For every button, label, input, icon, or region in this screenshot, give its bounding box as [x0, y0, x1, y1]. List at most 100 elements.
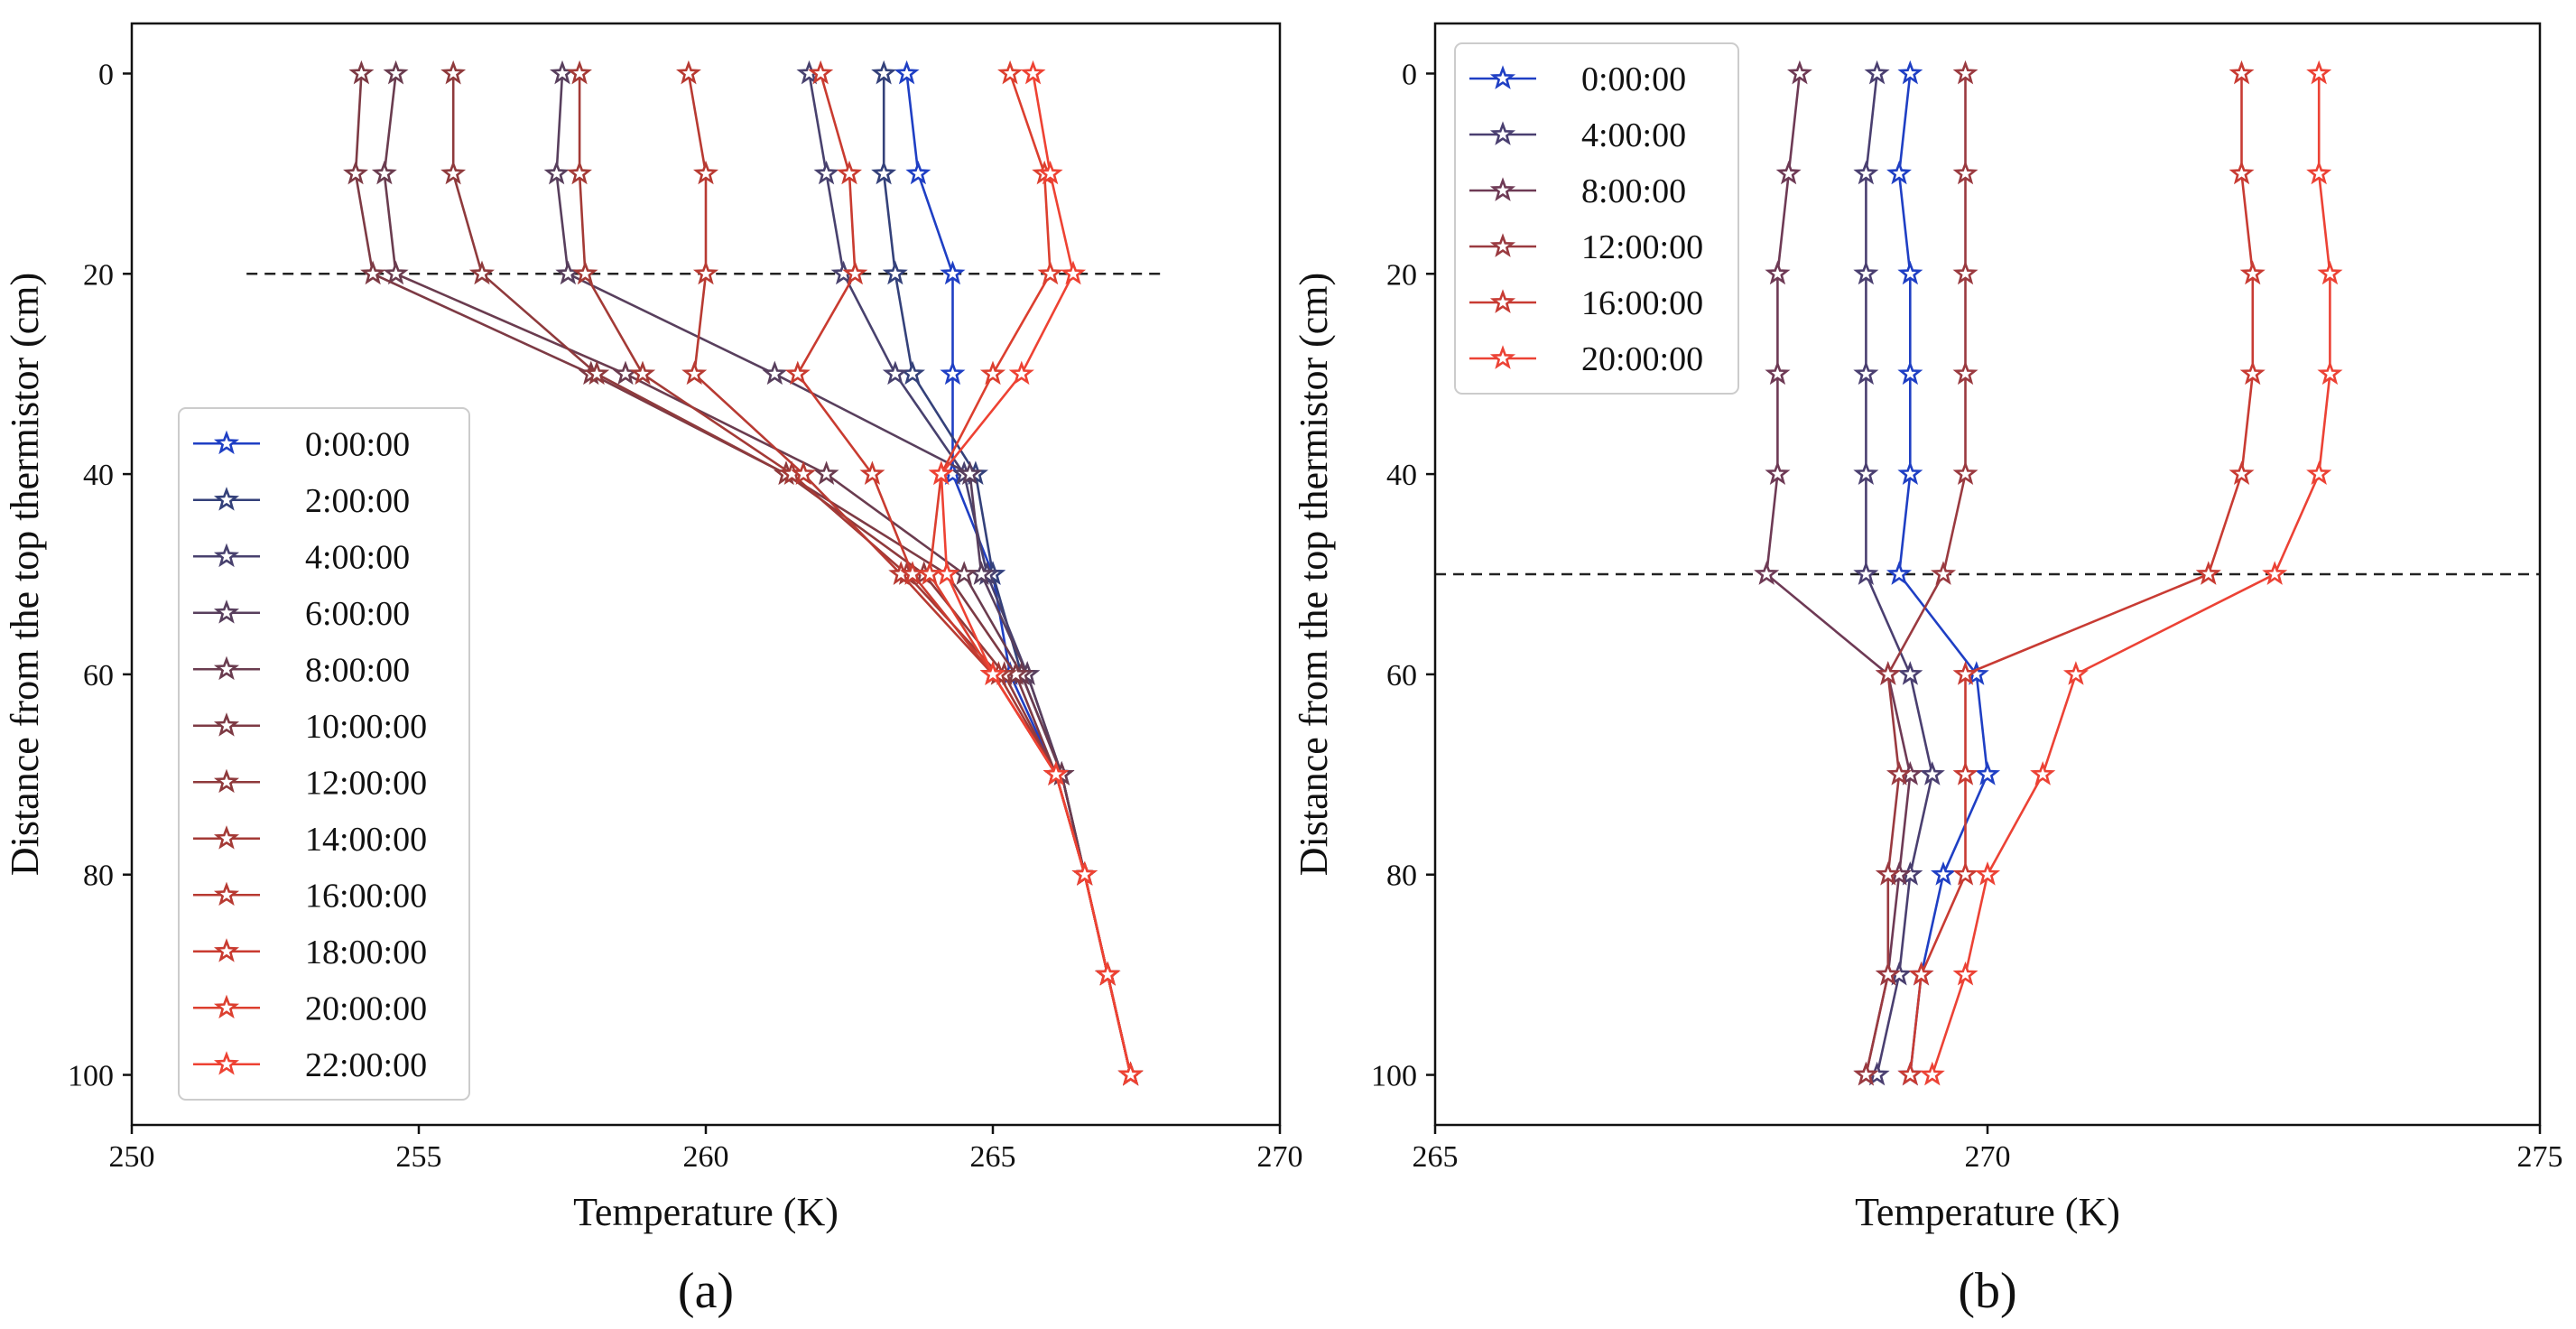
legend-label: 12:00:00	[1581, 228, 1703, 266]
data-point	[2239, 360, 2266, 386]
data-point	[1875, 661, 1901, 685]
legend-label: 10:00:00	[305, 708, 427, 746]
legend-label: 4:00:00	[305, 538, 410, 576]
data-point	[1875, 961, 1901, 986]
data-point	[1008, 360, 1034, 386]
data-point	[1071, 860, 1098, 886]
data-point	[2195, 561, 2221, 585]
data-point	[1919, 761, 1945, 785]
legend-swatch-marker	[1489, 289, 1516, 313]
data-point	[1775, 160, 1802, 185]
legend-label: 8:00:00	[1581, 172, 1686, 210]
data-point	[2229, 460, 2255, 486]
data-point	[1897, 1061, 1923, 1086]
legend-label: 8:00:00	[305, 651, 410, 689]
legend-swatch-marker	[1489, 233, 1516, 257]
x-tick-label: 255	[396, 1140, 442, 1174]
legend-label: 20:00:00	[1581, 340, 1703, 378]
data-point	[360, 260, 386, 285]
data-point	[1897, 460, 1923, 486]
legend-label: 16:00:00	[305, 877, 427, 915]
legend-swatch-marker	[213, 543, 240, 568]
y-tick-label: 0	[1402, 58, 1417, 91]
data-point	[791, 460, 817, 486]
data-point	[1765, 360, 1791, 386]
data-point	[1931, 561, 1957, 585]
data-point	[957, 460, 983, 486]
data-point	[808, 60, 834, 85]
panel-b: 265 270 275 0 20 40 60 80 100 Temperature (K) Dist…	[1292, 22, 2563, 1319]
data-point	[1974, 761, 2001, 785]
data-point	[567, 60, 592, 85]
data-point	[440, 160, 467, 185]
legend-item: 8:00:00	[1469, 172, 1686, 210]
legend-swatch-marker	[213, 994, 240, 1019]
legend-swatch-marker	[1489, 65, 1516, 89]
legend-label: 18:00:00	[305, 934, 427, 971]
y-tick-label: 80	[1386, 860, 1417, 893]
legend-label: 4:00:00	[1581, 116, 1686, 154]
data-point	[2229, 60, 2255, 85]
data-point	[1897, 661, 1923, 685]
y-tick-label: 100	[1371, 1060, 1417, 1093]
data-point	[871, 60, 897, 85]
data-point	[567, 160, 592, 185]
legend-swatch-marker	[213, 768, 240, 794]
y-tick-label: 100	[68, 1060, 114, 1093]
data-point	[371, 160, 397, 185]
data-point	[1952, 961, 1978, 986]
data-point	[2262, 561, 2288, 585]
legend-swatch-marker	[1489, 121, 1516, 145]
data-point	[440, 60, 467, 85]
panel-label: (a)	[678, 1263, 734, 1319]
data-point	[2317, 260, 2343, 285]
data-point	[1952, 761, 1978, 785]
data-point	[1037, 160, 1063, 185]
data-point	[383, 260, 409, 285]
data-point	[584, 360, 610, 386]
data-point	[1886, 160, 1912, 185]
data-point	[1117, 1061, 1144, 1086]
legend-swatch-marker	[213, 938, 240, 962]
legend-swatch-marker	[213, 430, 240, 455]
data-point	[2239, 260, 2266, 285]
data-point	[2306, 160, 2332, 185]
data-point	[997, 60, 1023, 85]
data-point	[692, 160, 719, 185]
x-axis-title: Temperature (K)	[1855, 1190, 2120, 1234]
y-tick-label: 0	[98, 58, 114, 91]
data-point	[630, 360, 656, 386]
legend-label: 20:00:00	[305, 990, 427, 1027]
x-axis-title: Temperature (K)	[573, 1190, 839, 1234]
data-point	[2062, 661, 2089, 685]
y-tick-label: 60	[1386, 659, 1417, 692]
legend: 0:00:00 2:00:00 4:00:00 6:00:00 8:00:00 10:00…	[178, 407, 470, 1101]
legend-swatch-marker	[1489, 345, 1516, 369]
x-tick-label: 260	[683, 1140, 729, 1174]
data-point	[1875, 860, 1901, 886]
x-tick-label: 265	[1413, 1140, 1459, 1174]
legend-label: 2:00:00	[305, 482, 410, 520]
data-point	[813, 460, 839, 486]
legend-item: 6:00:00	[193, 595, 410, 633]
legend-item: 4:00:00	[1469, 116, 1686, 154]
legend-item: 0:00:00	[1469, 60, 1686, 98]
legend-swatch-marker	[213, 487, 240, 511]
legend-item: 0:00:00	[193, 425, 410, 463]
legend-box	[178, 407, 470, 1101]
data-point	[1864, 60, 1890, 85]
data-point	[343, 160, 369, 185]
legend-swatch-marker	[1489, 177, 1516, 201]
legend-label: 0:00:00	[305, 425, 410, 463]
legend-label: 22:00:00	[305, 1046, 427, 1084]
legend-swatch-marker	[213, 712, 240, 737]
legend-item: 12:00:00	[1469, 228, 1703, 266]
data-point	[468, 260, 495, 285]
data-point	[940, 360, 966, 386]
data-point	[1765, 260, 1791, 285]
legend-item: 16:00:00	[193, 877, 427, 915]
data-point	[871, 160, 897, 185]
legend-label: 14:00:00	[305, 821, 427, 859]
legend-item: 8:00:00	[193, 651, 410, 689]
